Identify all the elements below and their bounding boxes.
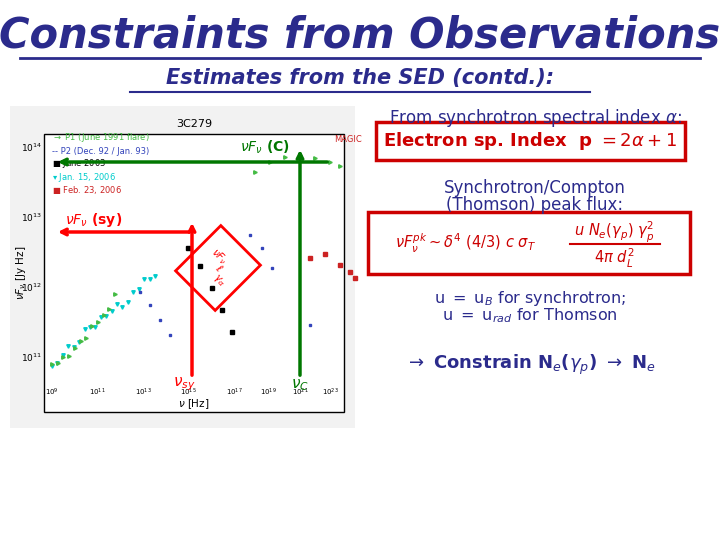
Text: $10^{17}$: $10^{17}$ xyxy=(225,386,243,397)
FancyBboxPatch shape xyxy=(44,134,344,412)
FancyBboxPatch shape xyxy=(10,106,355,428)
Text: $\nu F_\nu$ (C): $\nu F_\nu$ (C) xyxy=(240,139,290,157)
Text: $10^{12}$: $10^{12}$ xyxy=(21,282,42,294)
Text: $10^{14}$: $10^{14}$ xyxy=(21,142,42,154)
Text: From synchrotron spectral index $\alpha$:: From synchrotron spectral index $\alpha$… xyxy=(389,107,681,129)
FancyBboxPatch shape xyxy=(376,122,685,160)
Text: $\nu F_\nu^{pk} \sim \delta^4\ (4/3)\ c\ \sigma_T$: $\nu F_\nu^{pk} \sim \delta^4\ (4/3)\ c\… xyxy=(395,232,536,254)
Text: Estimates from the SED (contd.):: Estimates from the SED (contd.): xyxy=(166,68,554,88)
FancyBboxPatch shape xyxy=(368,212,690,274)
Text: $\nu$ [Hz]: $\nu$ [Hz] xyxy=(179,397,210,411)
Text: $\rightarrow$ P1 (June 1991 flare): $\rightarrow$ P1 (June 1991 flare) xyxy=(52,132,150,145)
Text: $\nu F_\nu$ [Jy Hz]: $\nu F_\nu$ [Jy Hz] xyxy=(14,246,28,300)
Text: $10^{11}$: $10^{11}$ xyxy=(21,352,42,364)
Text: $10^{11}$: $10^{11}$ xyxy=(89,386,105,397)
Text: $10^{19}$: $10^{19}$ xyxy=(260,386,276,397)
Text: Electron sp. Index  p $= 2\alpha + 1$: Electron sp. Index p $= 2\alpha + 1$ xyxy=(383,130,677,152)
Text: $u\ N_e(\gamma_p)\ \gamma_p^2$: $u\ N_e(\gamma_p)\ \gamma_p^2$ xyxy=(574,219,654,245)
Text: $10^{13}$: $10^{13}$ xyxy=(21,212,42,224)
Text: $\nu F_\nu$ (sy): $\nu F_\nu$ (sy) xyxy=(65,211,122,229)
Text: u $=$ u$_{rad}$ for Thomson: u $=$ u$_{rad}$ for Thomson xyxy=(442,307,618,325)
Text: $\rightarrow$ Constrain N$_e$($\gamma_p$) $\rightarrow$ N$_e$: $\rightarrow$ Constrain N$_e$($\gamma_p$… xyxy=(405,353,655,377)
FancyBboxPatch shape xyxy=(176,226,261,310)
Text: $\blacksquare$ June 2003: $\blacksquare$ June 2003 xyxy=(52,158,106,171)
Text: $4\pi\ d_L^2$: $4\pi\ d_L^2$ xyxy=(594,246,634,269)
Text: $\nu_C$: $\nu_C$ xyxy=(291,377,309,393)
Text: -- P2 (Dec. 92 / Jan. 93): -- P2 (Dec. 92 / Jan. 93) xyxy=(52,146,149,156)
Text: MAGIC: MAGIC xyxy=(334,135,362,144)
Text: $\ell$: $\ell$ xyxy=(212,262,225,274)
Text: $\blacktriangledown$ Jan. 15, 2006: $\blacktriangledown$ Jan. 15, 2006 xyxy=(52,171,116,184)
Text: 3C279: 3C279 xyxy=(176,119,212,129)
Text: $\nu F_\nu$: $\nu F_\nu$ xyxy=(208,245,230,267)
Text: $\nu_{sy}$: $\nu_{sy}$ xyxy=(173,375,195,393)
Text: $\gamma_\alpha$: $\gamma_\alpha$ xyxy=(210,271,228,289)
Text: u $=$ u$_B$ for synchrotron;: u $=$ u$_B$ for synchrotron; xyxy=(434,288,626,307)
Text: $10^{15}$: $10^{15}$ xyxy=(179,386,197,397)
Text: (Thomson) peak flux:: (Thomson) peak flux: xyxy=(446,196,624,214)
Text: Constraints from Observations: Constraints from Observations xyxy=(0,14,720,56)
Text: $\blacksquare$ Feb. 23, 2006: $\blacksquare$ Feb. 23, 2006 xyxy=(52,184,122,196)
Text: $10^{21}$: $10^{21}$ xyxy=(292,386,308,397)
Text: Synchrotron/Compton: Synchrotron/Compton xyxy=(444,179,626,197)
Text: $10^9$: $10^9$ xyxy=(45,386,59,397)
Text: $10^{23}$: $10^{23}$ xyxy=(322,386,338,397)
Text: $10^{13}$: $10^{13}$ xyxy=(135,386,151,397)
